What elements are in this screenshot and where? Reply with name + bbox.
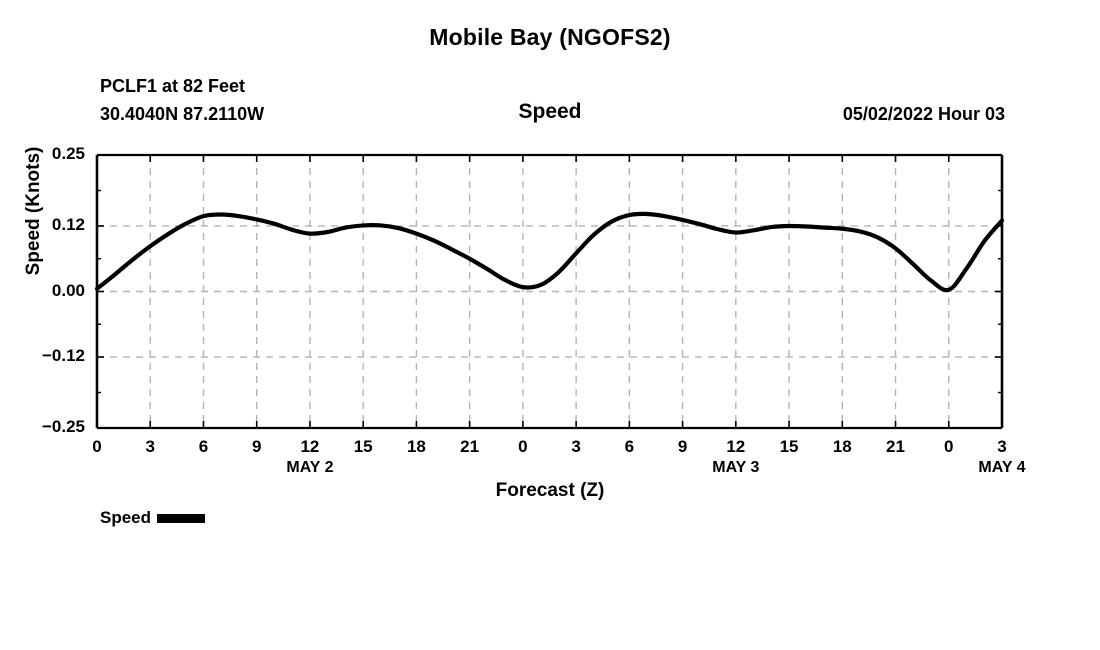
y-tick-label: 0.12	[51, 214, 85, 234]
x-tick-label: 21	[460, 437, 480, 456]
station-name-label: PCLF1 at 82 Feet	[100, 76, 246, 96]
x-tick-label: 18	[406, 437, 426, 456]
series-speed-line	[94, 211, 1005, 293]
page-title-top: Mobile Bay (NGOFS2)	[429, 24, 671, 50]
y-tick-label: −0.12	[41, 346, 85, 366]
y-tick-label: 0.00	[51, 280, 85, 300]
model-run-stamp: 05/02/2022 Hour 03	[842, 104, 1005, 124]
x-tick-label: 0	[944, 437, 954, 456]
x-tick-label: 15	[779, 437, 799, 456]
station-coordinates-label: 30.4040N 87.2110W	[100, 104, 265, 124]
legend-swatch-speed	[157, 513, 206, 523]
day-label: MAY 2	[286, 459, 334, 476]
x-tick-label: 12	[300, 437, 320, 456]
x-axis-label: Forecast (Z)	[495, 480, 605, 501]
chart-legend: Speed	[100, 508, 206, 528]
x-tick-label: 3	[571, 437, 581, 456]
day-label: MAY 4	[978, 459, 1026, 476]
x-tick-label: 0	[92, 437, 102, 456]
y-tick-label: −0.25	[41, 417, 85, 436]
x-tick-label: 6	[198, 437, 209, 456]
x-tick-label: 18	[832, 437, 852, 456]
day-label: MAY 3	[712, 459, 760, 476]
x-tick-label: 3	[145, 437, 155, 456]
chart-subtitle: Speed	[518, 100, 582, 123]
axis-frame	[95, 153, 1004, 430]
x-tick-label: 0	[518, 437, 528, 456]
x-tick-label: 15	[353, 437, 373, 456]
x-tick-label: 12	[726, 437, 746, 456]
x-tick-label: 21	[886, 437, 905, 456]
legend-label-speed: Speed	[100, 508, 152, 527]
x-tick-label: 9	[251, 437, 262, 456]
x-tick-label: 9	[677, 437, 688, 456]
grid-lines	[97, 155, 1002, 428]
y-tick-label: 0.25	[51, 144, 85, 163]
x-tick-label: 6	[624, 437, 635, 456]
x-tick-label: 3	[997, 437, 1007, 456]
speed-line-path	[94, 211, 1005, 293]
